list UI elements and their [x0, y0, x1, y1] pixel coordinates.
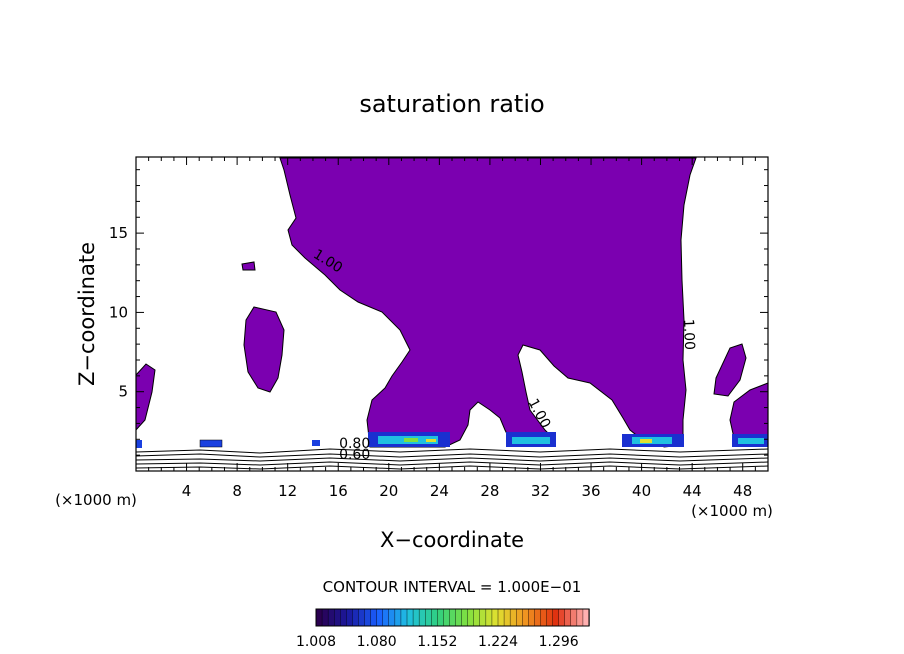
low-level-contours — [135, 448, 769, 470]
colorbar-cell — [552, 608, 560, 627]
colorbar-cell — [449, 608, 457, 627]
saturated-island-left — [135, 363, 156, 432]
x-tick-label: 32 — [531, 482, 550, 500]
colorbar-frame — [315, 608, 590, 627]
colorbar-cell — [522, 608, 530, 627]
colorbar-cell — [509, 608, 517, 627]
x-tick-label: 48 — [733, 482, 752, 500]
colorbar-tick-label: 1.296 — [539, 634, 579, 650]
colorbar-cell — [382, 608, 390, 627]
saturated-island-small — [241, 261, 256, 271]
colorbar-cell — [321, 608, 329, 627]
contour-label: 0.60 — [339, 447, 370, 463]
colorbar-cell — [437, 608, 445, 627]
x-tick-label: 16 — [329, 482, 348, 500]
saturated-island-10km — [243, 306, 285, 393]
colorbar-cell — [461, 608, 469, 627]
colorbar-cell — [346, 608, 354, 627]
colorbar-tick-label: 1.008 — [296, 634, 336, 650]
supersaturation-patches — [136, 432, 768, 448]
colorbar-cell — [400, 608, 408, 627]
colorbar-cell — [443, 608, 451, 627]
colorbar-cell — [558, 608, 566, 627]
x-tick-label: 36 — [581, 482, 600, 500]
colorbar-cell — [576, 608, 584, 627]
contour-interval-text: CONTOUR INTERVAL = 1.000E−01 — [323, 578, 582, 596]
x-tick-label: 40 — [632, 482, 651, 500]
colorbar-cell — [528, 608, 536, 627]
colorbar-cell — [455, 608, 463, 627]
colorbar-cell — [388, 608, 396, 627]
colorbar-cell — [497, 608, 505, 627]
x-axis-label: X−coordinate — [380, 528, 524, 552]
contour-labels: 1.001.001.000.800.60 — [310, 246, 697, 463]
y-tick-label: 5 — [118, 383, 128, 401]
x-tick-label: 28 — [480, 482, 499, 500]
x-axis: 4 8 12 16 20 24 28 32 36 40 44 48 — [148, 157, 756, 500]
x-tick-label: 24 — [430, 482, 449, 500]
colorbar-cell — [479, 608, 487, 627]
x-tick-label: 8 — [232, 482, 242, 500]
x-tick-label: 12 — [278, 482, 297, 500]
x-tick-label: 4 — [182, 482, 192, 500]
colorbar-cell — [570, 608, 578, 627]
colorbar-cell — [327, 608, 335, 627]
y-axis-label: Z−coordinate — [75, 242, 99, 386]
colorbar-tick-label: 1.152 — [417, 634, 457, 650]
colorbar-cell — [564, 608, 572, 627]
colorbar-cell — [534, 608, 542, 627]
colorbar-cell — [334, 608, 341, 627]
x-tick-label: 20 — [379, 482, 398, 500]
saturated-island-44km — [713, 343, 747, 397]
colorbar-cell — [406, 608, 414, 627]
colorbar-cell — [418, 608, 426, 627]
colorbar-cell — [425, 608, 432, 627]
contour-label: 0.80 — [339, 436, 370, 452]
contour-label: 1.00 — [680, 319, 697, 351]
colorbar-cell — [412, 608, 420, 627]
chart-title: saturation ratio — [359, 90, 544, 118]
colorbar-cell — [467, 608, 475, 627]
colorbar-tick-label: 1.224 — [478, 634, 518, 650]
colorbar-cell — [485, 608, 493, 627]
colorbar-labels: 1.008 1.080 1.152 1.224 1.296 — [296, 634, 579, 650]
y-axis: 5 10 15 — [109, 169, 768, 456]
x-unit-right: (×1000 m) — [691, 502, 773, 520]
saturated-region-main — [279, 157, 697, 448]
colorbar-cell — [364, 608, 372, 627]
colorbar-cell — [358, 608, 366, 627]
y-tick-label: 10 — [109, 303, 128, 321]
colorbar — [315, 608, 590, 627]
colorbar-cell — [546, 608, 554, 627]
colorbar-cell — [516, 608, 523, 627]
colorbar-cell — [370, 608, 378, 627]
plot-area — [135, 157, 769, 470]
colorbar-cell — [352, 608, 360, 627]
colorbar-cell — [540, 608, 548, 627]
colorbar-cell — [315, 608, 323, 627]
colorbar-tick-label: 1.080 — [357, 634, 397, 650]
colorbar-cell — [503, 608, 511, 627]
colorbar-cell — [340, 608, 348, 627]
x-unit-left: (×1000 m) — [55, 491, 137, 509]
colorbar-cell — [394, 608, 402, 627]
colorbar-cell — [491, 608, 499, 627]
x-tick-label: 44 — [683, 482, 702, 500]
colorbar-cell — [473, 608, 481, 627]
colorbar-cell — [376, 608, 384, 627]
colorbar-cell — [431, 608, 439, 627]
y-tick-label: 15 — [109, 224, 128, 242]
